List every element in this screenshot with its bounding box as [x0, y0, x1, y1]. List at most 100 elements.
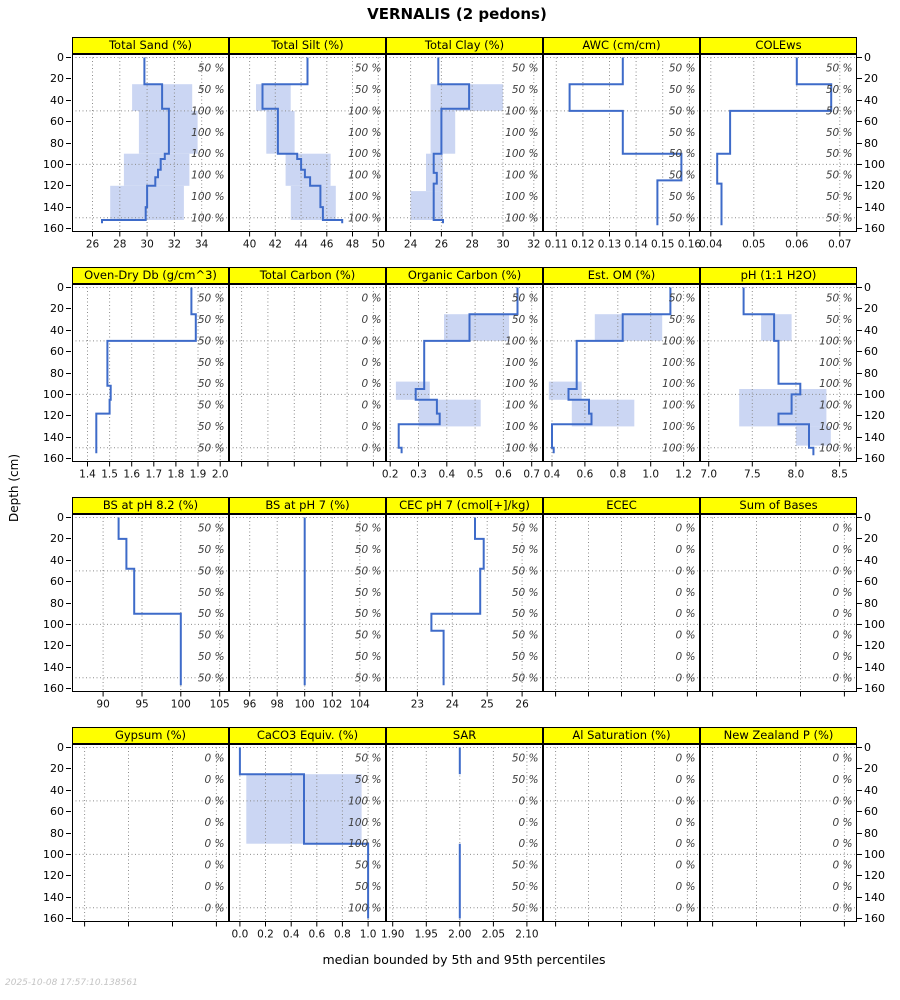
panel-plot: 1.4 1.5 1.6 1.7 1.8 1.9 2.0 50 % 50 % 50 % 50 % 50 …	[72, 284, 229, 481]
y-axis-tick	[857, 832, 862, 834]
y-axis-tick	[66, 538, 71, 540]
panel-strip: Organic Carbon (%)	[386, 267, 543, 284]
median-line	[101, 57, 170, 224]
contributing-fraction-label: 50 %	[355, 523, 382, 535]
y-axis-tick	[66, 372, 71, 374]
contributing-fraction-label: 50 %	[669, 191, 696, 203]
contributing-fraction-label: 0 %	[362, 314, 382, 326]
x-axis-tick-label: 28	[466, 239, 479, 251]
y-axis-tick-label: 100	[864, 157, 885, 171]
contributing-fraction-label: 50 %	[669, 84, 696, 96]
contributing-fraction-label: 50 %	[512, 608, 539, 620]
panel-border	[700, 284, 857, 462]
panel-strip: pH (1:1 H2O)	[700, 267, 857, 284]
contributing-fraction-label: 50 %	[355, 608, 382, 620]
contributing-fraction-label: 50 %	[512, 587, 539, 599]
contributing-fraction-label: 100 %	[191, 127, 224, 139]
x-axis-tick-label: 0.4	[283, 929, 300, 941]
contributing-fraction-label: 100 %	[191, 212, 224, 224]
panel-border	[543, 284, 700, 462]
panel-title: Gypsum (%)	[114, 728, 187, 742]
contributing-fraction-label: 0 %	[676, 565, 696, 577]
y-axis-tick	[66, 559, 71, 561]
x-axis-tick-label: 1.90	[381, 929, 404, 941]
x-axis-tick-label: 7.0	[700, 469, 717, 481]
panel-plot: 0 % 0 % 0 % 0 % 0 % 0 % 0 % 0 %	[700, 744, 857, 927]
x-axis-tick-label: 0.8	[609, 469, 626, 481]
contributing-fraction-label: 0 %	[833, 587, 853, 599]
contributing-fraction-label: 0 %	[833, 902, 853, 914]
contributing-fraction-label: 0 %	[362, 442, 382, 454]
y-axis-tick	[66, 142, 71, 144]
panel-plot: 40 42 44 46 48 50 50 % 50 % 100 % 100 % 100 % 100 %…	[229, 54, 386, 251]
contributing-fraction-label: 50 %	[355, 672, 382, 684]
contributing-fraction-label: 0 %	[205, 881, 225, 893]
panel-title: BS at pH 7 (%)	[265, 498, 350, 512]
y-axis-tick	[857, 206, 862, 208]
y-axis-tick-label: 40	[50, 553, 64, 567]
percentile-band	[395, 381, 430, 400]
y-axis-tick	[857, 875, 862, 877]
y-axis-tick	[66, 415, 71, 417]
contributing-fraction-label: 50 %	[355, 651, 382, 663]
y-axis-tick	[66, 666, 71, 668]
x-axis-tick-label: 40	[243, 239, 256, 251]
y-axis-tick	[857, 768, 862, 770]
y-axis-tick-label: 20	[864, 762, 878, 776]
panel-strip: Al Saturation (%)	[543, 727, 700, 744]
y-axis-tick	[857, 308, 862, 310]
contributing-fraction-label: 50 %	[512, 63, 539, 75]
contributing-fraction-label: 0 %	[362, 378, 382, 390]
x-axis-tick-label: 1.0	[360, 929, 377, 941]
x-axis-tick-label: 32	[168, 239, 181, 251]
contributing-fraction-label: 0 %	[676, 544, 696, 556]
y-axis-tick-label: 80	[864, 136, 878, 150]
y-axis-tick	[66, 602, 71, 604]
panel-plot: 0 % 0 % 0 % 0 % 0 % 0 % 0 % 0 %	[700, 514, 857, 697]
y-axis-tick-label: 20	[50, 302, 64, 316]
x-axis-tick-label: 0.05	[742, 239, 765, 251]
y-axis-tick-label: 160	[864, 682, 885, 695]
y-axis-tick	[857, 458, 862, 459]
contributing-fraction-label: 0 %	[833, 523, 853, 535]
panel-plot: 24 26 28 30 32 50 % 50 % 100 % 100 % 100 % 100 % 10…	[386, 54, 543, 251]
y-axis-tick	[66, 747, 71, 748]
y-axis-tick-label: 140	[864, 430, 885, 444]
x-axis-tick-label: 26	[86, 239, 100, 251]
contributing-fraction-label: 100 %	[348, 902, 381, 914]
y-axis-tick	[857, 517, 862, 518]
y-axis-tick	[857, 853, 862, 855]
contributing-fraction-label: 50 %	[198, 608, 225, 620]
x-axis-tick-label: 23	[411, 699, 424, 711]
y-axis-tick-label: 160	[864, 452, 885, 465]
contributing-fraction-label: 50 %	[669, 105, 696, 117]
contributing-fraction-label: 50 %	[669, 63, 696, 75]
contributing-fraction-label: 100 %	[662, 335, 695, 347]
x-axis-tick-label: 1.5	[101, 469, 118, 481]
y-axis-tick-label: 120	[43, 179, 64, 193]
depth-axis-label: Depth (cm)	[7, 454, 21, 523]
y-axis-tick	[857, 78, 862, 80]
contributing-fraction-label: 100 %	[662, 378, 695, 390]
y-axis-tick	[857, 142, 862, 144]
y-axis-tick-label: 120	[864, 409, 885, 423]
panel-plot: 0.04 0.05 0.06 0.07 50 % 50 % 50 % 50 % 50 % 50 %…	[699, 54, 857, 251]
y-axis-tick-label: 120	[864, 639, 885, 653]
contributing-fraction-label: 0 %	[833, 753, 853, 765]
y-axis-tick	[66, 436, 71, 438]
contributing-fraction-label: 0 %	[833, 860, 853, 872]
percentile-band	[430, 110, 456, 154]
figure-caption: median bounded by 5th and 95th percentil…	[322, 952, 606, 967]
y-axis-tick-label: 140	[43, 430, 64, 444]
y-axis-tick	[66, 163, 71, 165]
y-axis-tick	[66, 623, 71, 625]
contributing-fraction-label: 0 %	[833, 651, 853, 663]
panel-title: Est. OM (%)	[587, 268, 656, 282]
y-axis-tick	[66, 393, 71, 395]
contributing-fraction-label: 50 %	[198, 651, 225, 663]
panel-plot: 0.4 0.6 0.8 1.0 1.2 50 % 50 % 100 % 100 % 100 % 10…	[543, 284, 700, 481]
y-axis-tick	[66, 688, 71, 689]
contributing-fraction-label: 50 %	[198, 630, 225, 642]
panel-strip: New Zealand P (%)	[700, 727, 857, 744]
y-axis-tick-label: 160	[43, 452, 64, 465]
